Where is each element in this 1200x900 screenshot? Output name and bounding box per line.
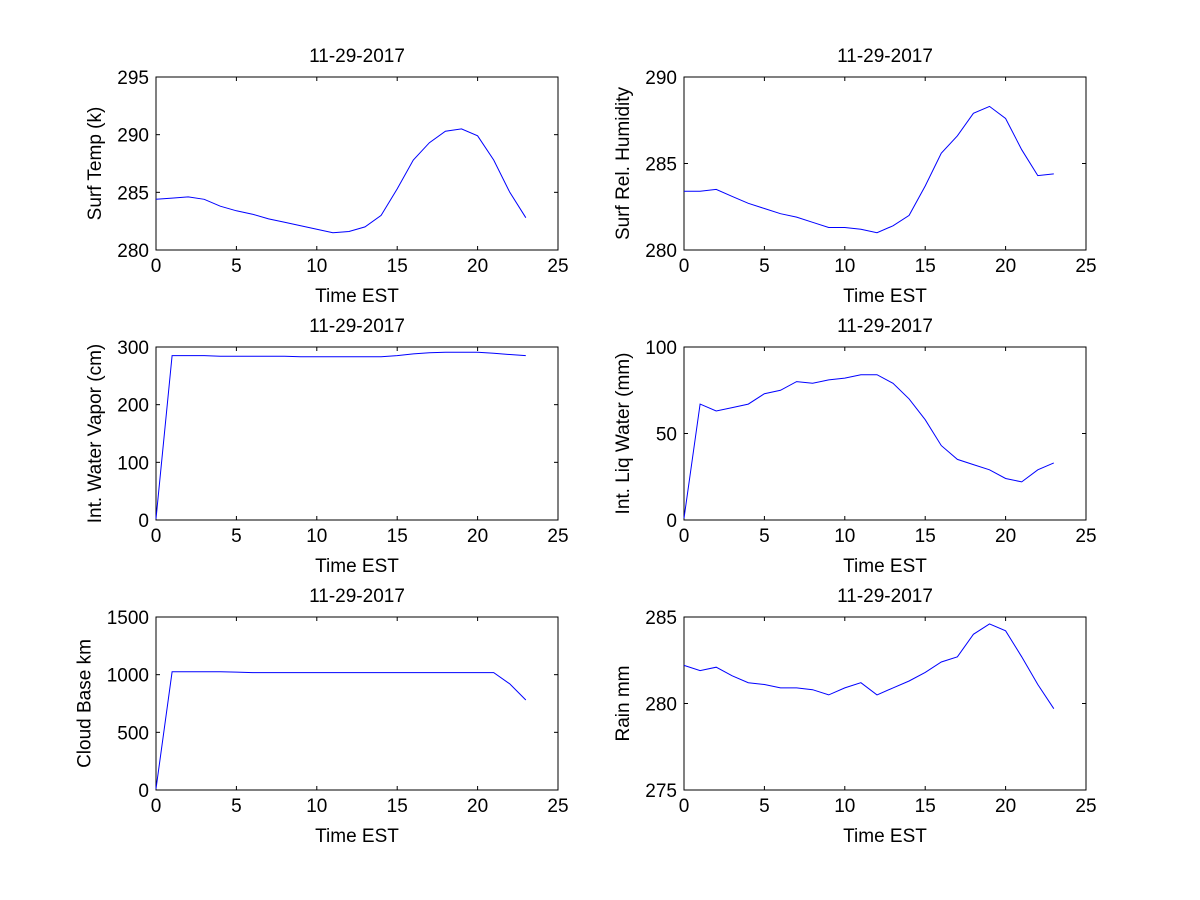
y-axis-label: Rain mm (613, 665, 634, 741)
x-tick-label: 20 (995, 796, 1016, 817)
y-tick-label: 0 (138, 781, 149, 802)
x-tick-label: 15 (915, 256, 936, 277)
x-axis-label: Time EST (315, 826, 399, 847)
x-tick-label: 25 (1075, 256, 1096, 277)
y-tick-label: 50 (656, 425, 677, 446)
x-tick-label: 15 (387, 526, 408, 547)
x-tick-label: 0 (679, 796, 690, 817)
data-line (683, 623, 1055, 709)
x-tick-label: 0 (679, 526, 690, 547)
y-tick-label: 100 (117, 453, 149, 474)
y-tick-label: 300 (117, 338, 149, 359)
y-tick-label: 200 (117, 396, 149, 417)
x-tick-label: 25 (547, 796, 568, 817)
x-tick-label: 5 (231, 796, 242, 817)
subplot-3: 0 5 10 15 20 25 0 100 200 300 11-29-2017 Time EST In… (85, 316, 568, 577)
y-tick-label: 280 (645, 695, 677, 716)
data-line (684, 105, 1054, 234)
x-tick-label: 10 (834, 526, 855, 547)
x-tick-label: 5 (231, 256, 242, 277)
y-tick-label: 100 (645, 338, 677, 359)
x-tick-label: 10 (306, 256, 327, 277)
y-tick-label: 0 (666, 511, 677, 532)
x-tick-label: 20 (467, 526, 488, 547)
y-axis-label: Int. Liq Water (mm) (613, 353, 634, 515)
y-tick-label: 1500 (107, 608, 149, 629)
data-line (155, 128, 527, 234)
subplot-2: 0 5 10 15 20 25 280 285 290 11-29-2017 Time EST Sur… (613, 46, 1096, 307)
y-axis-label: Cloud Base km (75, 639, 96, 768)
y-tick-label: 290 (645, 68, 677, 89)
y-tick-label: 285 (117, 183, 149, 204)
x-tick-label: 10 (306, 526, 327, 547)
axes-frame (683, 346, 1087, 521)
x-tick-label: 0 (151, 526, 162, 547)
x-axis-label: Time EST (315, 556, 399, 577)
x-tick-label: 0 (151, 256, 162, 277)
chart-title: 11-29-2017 (837, 316, 933, 337)
y-tick-label: 0 (138, 511, 149, 532)
x-tick-label: 5 (759, 526, 770, 547)
axes-frame (155, 346, 559, 521)
x-axis-label: Time EST (843, 556, 927, 577)
x-tick-label: 0 (679, 256, 690, 277)
x-tick-label: 25 (1075, 526, 1096, 547)
y-axis-label: Int. Water Vapor (cm) (85, 344, 106, 523)
x-tick-label: 20 (467, 796, 488, 817)
data-line (683, 374, 1054, 519)
axes-frame (683, 616, 1087, 791)
x-tick-label: 15 (387, 256, 408, 277)
x-tick-label: 20 (995, 256, 1016, 277)
x-tick-label: 10 (834, 256, 855, 277)
x-tick-label: 5 (759, 256, 770, 277)
chart-title: 11-29-2017 (309, 586, 405, 607)
x-tick-label: 5 (759, 796, 770, 817)
subplot-1: 0 5 10 15 20 25 280 285 290 295 11-29-2017 Time EST… (85, 46, 568, 307)
x-axis-label: Time EST (843, 826, 927, 847)
subplot-4: 0 5 10 15 20 25 0 50 100 11-29-2017 Time EST Int. L… (613, 316, 1096, 577)
x-tick-label: 15 (387, 796, 408, 817)
x-axis-label: Time EST (843, 286, 927, 307)
x-tick-label: 5 (231, 526, 242, 547)
x-tick-label: 25 (1075, 796, 1096, 817)
chart-title: 11-29-2017 (837, 46, 933, 67)
data-line (155, 671, 527, 789)
chart-title: 11-29-2017 (309, 316, 405, 337)
subplot-6: 0 5 10 15 20 25 275 280 285 11-29-2017 Time EST Rai… (613, 586, 1096, 847)
y-tick-label: 295 (117, 68, 149, 89)
x-tick-label: 20 (995, 526, 1016, 547)
x-tick-label: 15 (915, 796, 936, 817)
y-axis-label: Surf Temp (k) (85, 107, 106, 221)
axes-frame (683, 76, 1087, 251)
x-tick-label: 25 (547, 526, 568, 547)
chart-title: 11-29-2017 (837, 586, 933, 607)
x-tick-label: 20 (467, 256, 488, 277)
y-tick-label: 500 (117, 723, 149, 744)
x-tick-label: 0 (151, 796, 162, 817)
data-line (155, 351, 526, 519)
chart-title: 11-29-2017 (309, 46, 405, 67)
x-tick-label: 25 (547, 256, 568, 277)
y-tick-label: 280 (117, 241, 149, 262)
y-tick-label: 280 (645, 241, 677, 262)
x-tick-label: 10 (306, 796, 327, 817)
y-tick-label: 275 (645, 781, 677, 802)
subplot-5: 0 5 10 15 20 25 0 500 1000 1500 11-29-2017 Time EST… (75, 586, 569, 847)
y-axis-label: Surf Rel. Humidity (613, 86, 634, 240)
y-tick-label: 285 (645, 155, 677, 176)
y-tick-label: 1000 (107, 666, 149, 687)
y-tick-label: 290 (117, 126, 149, 147)
x-axis-label: Time EST (315, 286, 399, 307)
axes-frame (155, 76, 559, 251)
x-tick-label: 10 (834, 796, 855, 817)
x-tick-label: 15 (915, 526, 936, 547)
y-tick-label: 285 (645, 608, 677, 629)
axes-frame (155, 616, 559, 791)
